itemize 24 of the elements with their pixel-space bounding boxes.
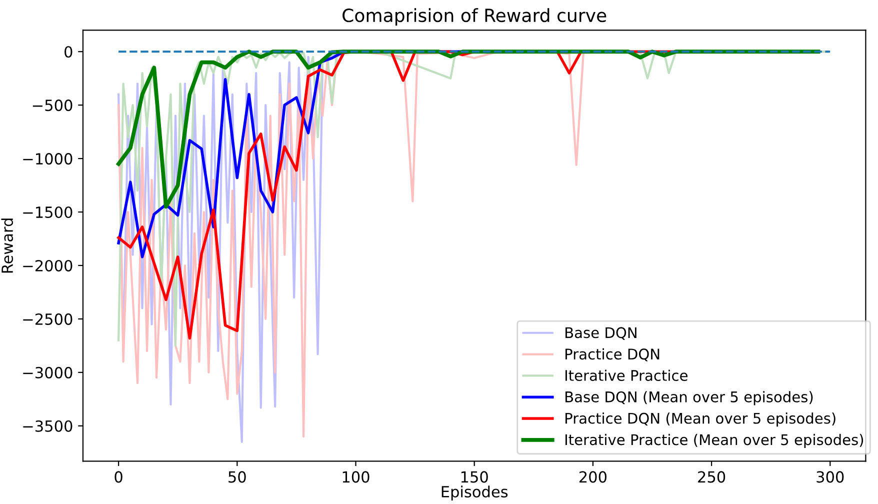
y-tick-label: −1000 [23, 153, 72, 165]
x-tick-label: 150 [461, 471, 488, 483]
legend-label: Base DQN [565, 327, 636, 340]
legend-label: Practice DQN [565, 348, 660, 362]
y-axis-title: Reward [1, 218, 14, 273]
y-tick-label: −1500 [23, 206, 72, 218]
x-tick-label: 300 [816, 471, 844, 483]
x-tick-label: 250 [698, 471, 726, 483]
x-axis-title: Episodes [442, 486, 508, 500]
y-tick-label: −500 [32, 100, 72, 112]
legend-label: Iterative Practice (Mean over 5 episodes) [565, 434, 864, 448]
y-tick-label: −3500 [23, 420, 72, 432]
x-tick-label: 50 [228, 471, 246, 483]
legend-label: Practice DQN (Mean over 5 episodes) [565, 412, 836, 427]
y-tick-label: −2500 [23, 313, 72, 325]
x-tick-label: 200 [579, 471, 606, 483]
legend-label: Base DQN (Mean over 5 episodes) [565, 391, 813, 406]
y-tick-label: −3000 [23, 366, 72, 378]
y-tick-label: 0 [64, 46, 72, 58]
chart-title: Comaprision of Reward curve [342, 8, 606, 26]
legend-label: Iterative Practice [565, 370, 688, 381]
y-tick-label: −2000 [23, 260, 72, 272]
x-tick-label: 0 [114, 471, 122, 483]
x-tick-label: 100 [342, 471, 370, 483]
